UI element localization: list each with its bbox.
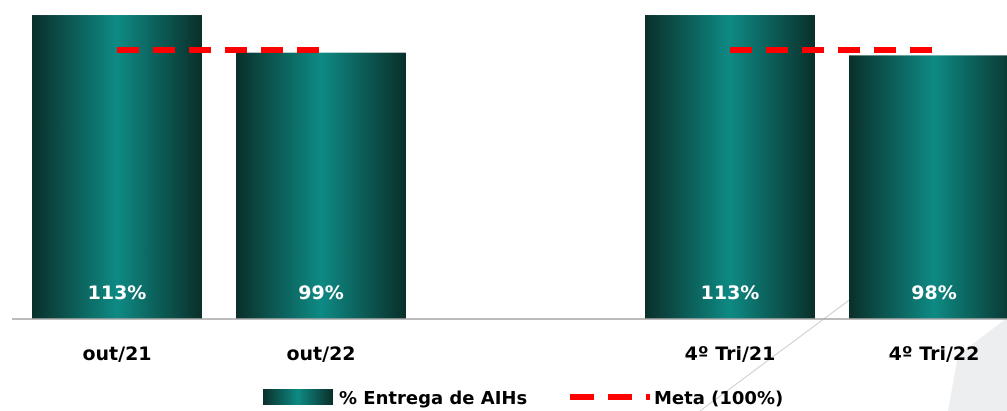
legend-swatch-bars [263,389,333,405]
bar-2 [236,52,406,319]
bar-value-label-2: 99% [298,282,343,304]
x-tick-label-2: out/22 [286,343,355,365]
bar-labels-layer: 113% 99% 113% 98% [88,282,957,304]
legend-label-bars: % Entrega de AIHs [339,388,527,409]
bar-4 [849,55,1007,319]
bar-value-label-4: 98% [911,282,956,304]
legend-label-target: Meta (100%) [654,388,783,409]
x-tick-label-1: out/21 [82,343,151,365]
bar-value-label-3: 113% [701,282,760,304]
bar-1 [32,15,202,320]
bars-layer [32,15,1007,320]
bar-value-label-1: 113% [88,282,147,304]
x-axis-tick-labels: out/21 out/22 4º Tri/21 4º Tri/22 [82,343,979,365]
corner-decoration [948,318,1007,411]
x-tick-label-4: 4º Tri/22 [889,343,980,365]
legend: % Entrega de AIHs Meta (100%) [263,388,783,409]
bar-3 [645,15,815,320]
x-tick-label-3: 4º Tri/21 [685,343,776,365]
